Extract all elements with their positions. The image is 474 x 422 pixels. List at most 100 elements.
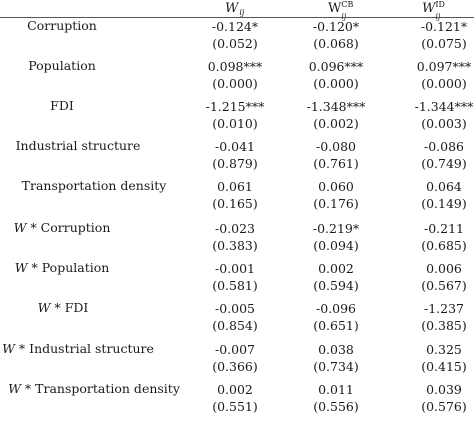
table-row: W * Transportation density 0.002 (0.551) 0.… bbox=[0, 381, 474, 422]
coefficient-cell: -0.211 bbox=[423, 221, 464, 236]
coefficient-cell: 0.038 bbox=[318, 342, 354, 357]
pvalue-cell: (0.879) bbox=[212, 156, 258, 171]
row-label: W * Corruption bbox=[14, 220, 111, 236]
pvalue-cell: (0.002) bbox=[313, 116, 359, 131]
pvalue-cell: (0.594) bbox=[313, 278, 359, 293]
pvalue-cell: (0.415) bbox=[421, 359, 467, 374]
coefficient-cell: 0.097*** bbox=[416, 59, 472, 74]
coefficient-cell: -1.215*** bbox=[205, 99, 265, 114]
column-header-wij: Wij bbox=[225, 1, 244, 21]
coefficient-cell: 0.061 bbox=[217, 179, 253, 194]
weight-matrix-symbol: W bbox=[2, 341, 15, 356]
row-label-text: Corruption bbox=[27, 18, 97, 33]
row-label: W * Transportation density bbox=[8, 381, 180, 397]
column-header-scripts: IDij bbox=[435, 0, 453, 21]
column-header-subscript: ij bbox=[341, 9, 346, 25]
pvalue-cell: (0.385) bbox=[421, 318, 467, 333]
column-header-subscript: ij bbox=[435, 9, 440, 25]
row-label-text: Industrial structure bbox=[15, 138, 141, 153]
pvalue-cell: (0.551) bbox=[212, 399, 258, 414]
pvalue-cell: (0.149) bbox=[421, 196, 467, 211]
row-label: W * Population bbox=[15, 260, 110, 276]
weight-matrix-symbol: W bbox=[13, 220, 27, 235]
column-header-superscript: CB bbox=[341, 0, 354, 9]
coefficient-cell: -1.237 bbox=[423, 301, 464, 316]
coefficient-cell: -0.041 bbox=[214, 139, 255, 154]
coefficient-cell: -0.007 bbox=[214, 342, 255, 357]
column-header-base: W bbox=[225, 1, 239, 16]
pvalue-cell: (0.734) bbox=[313, 359, 359, 374]
pvalue-cell: (0.854) bbox=[212, 318, 258, 333]
pvalue-cell: (0.075) bbox=[421, 36, 467, 51]
coefficient-cell: 0.011 bbox=[318, 382, 354, 397]
pvalue-cell: (0.052) bbox=[212, 36, 258, 51]
table-row: W * Population -0.001 (0.581) 0.002 (0.594) 0… bbox=[0, 260, 474, 301]
pvalue-cell: (0.000) bbox=[212, 76, 258, 91]
weight-matrix-symbol: W bbox=[8, 381, 21, 396]
row-label-text: * Industrial structure bbox=[14, 341, 154, 356]
row-label-text: Transportation density bbox=[21, 178, 167, 193]
table-row: Population 0.098*** (0.000) 0.096*** (0.000)… bbox=[0, 58, 474, 99]
pvalue-cell: (0.366) bbox=[212, 359, 258, 374]
coefficient-cell: 0.325 bbox=[426, 342, 462, 357]
pvalue-cell: (0.651) bbox=[313, 318, 359, 333]
table-row: W * Corruption -0.023 (0.383) -0.219* (0.094… bbox=[0, 220, 474, 261]
header-divider bbox=[0, 17, 474, 18]
pvalue-cell: (0.003) bbox=[421, 116, 467, 131]
row-label-text: * Corruption bbox=[26, 220, 111, 235]
pvalue-cell: (0.000) bbox=[313, 76, 359, 91]
pvalue-cell: (0.581) bbox=[212, 278, 258, 293]
coefficient-cell: -1.348*** bbox=[306, 99, 366, 114]
coefficient-cell: 0.002 bbox=[217, 382, 253, 397]
table-row: FDI -1.215*** (0.010) -1.348*** (0.002) -1.34… bbox=[0, 98, 474, 139]
row-label: Transportation density bbox=[22, 178, 167, 194]
column-header-scripts: CBij bbox=[341, 0, 359, 21]
coefficient-cell: -0.096 bbox=[315, 301, 356, 316]
pvalue-cell: (0.000) bbox=[421, 76, 467, 91]
row-label: Industrial structure bbox=[16, 138, 141, 154]
table-row: Transportation density 0.061 (0.165) 0.060 (… bbox=[0, 178, 474, 219]
column-header-wij-id: WIDij bbox=[422, 0, 453, 21]
row-label: FDI bbox=[50, 98, 74, 114]
coefficient-cell: 0.098*** bbox=[207, 59, 263, 74]
pvalue-cell: (0.749) bbox=[421, 156, 467, 171]
coefficient-cell: 0.064 bbox=[426, 179, 462, 194]
coefficient-cell: 0.039 bbox=[426, 382, 462, 397]
table-row: Industrial structure -0.041 (0.879) -0.080 (… bbox=[0, 138, 474, 179]
pvalue-cell: (0.576) bbox=[421, 399, 467, 414]
row-label-text: FDI bbox=[50, 98, 74, 113]
row-label: W * Industrial structure bbox=[2, 341, 154, 357]
table-row: Corruption -0.124* (0.052) -0.120* (0.068) -0… bbox=[0, 18, 474, 59]
coefficient-cell: -0.121* bbox=[420, 19, 468, 34]
pvalue-cell: (0.761) bbox=[313, 156, 359, 171]
column-header-superscript: ID bbox=[435, 0, 445, 9]
coefficient-cell: -0.120* bbox=[312, 19, 360, 34]
row-label: Corruption bbox=[27, 18, 97, 34]
pvalue-cell: (0.383) bbox=[212, 238, 258, 253]
pvalue-cell: (0.165) bbox=[212, 196, 258, 211]
column-header-wij-cb: WCBij bbox=[328, 0, 359, 21]
coefficient-cell: 0.006 bbox=[426, 261, 462, 276]
column-header-subscript: ij bbox=[239, 8, 245, 17]
weight-matrix-symbol: W bbox=[14, 260, 28, 275]
column-header-base: W bbox=[328, 1, 342, 16]
row-label-text: * Transportation density bbox=[20, 381, 180, 396]
row-label-text: * FDI bbox=[50, 300, 89, 315]
coefficient-cell: -0.124* bbox=[211, 19, 259, 34]
coefficient-cell: 0.096*** bbox=[308, 59, 364, 74]
pvalue-cell: (0.010) bbox=[212, 116, 258, 131]
pvalue-cell: (0.094) bbox=[313, 238, 359, 253]
row-label: W * FDI bbox=[38, 300, 89, 316]
coefficient-cell: -0.080 bbox=[315, 139, 356, 154]
coefficient-cell: -1.344*** bbox=[414, 99, 474, 114]
pvalue-cell: (0.068) bbox=[313, 36, 359, 51]
row-label-text: Population bbox=[28, 58, 96, 73]
weight-matrix-symbol: W bbox=[37, 300, 51, 315]
pvalue-cell: (0.556) bbox=[313, 399, 359, 414]
coefficient-cell: 0.060 bbox=[318, 179, 354, 194]
row-label: Population bbox=[28, 58, 96, 74]
table-row: W * FDI -0.005 (0.854) -0.096 (0.651) -1.237 (… bbox=[0, 300, 474, 341]
coefficient-cell: -0.001 bbox=[214, 261, 255, 276]
coefficient-cell: 0.002 bbox=[318, 261, 354, 276]
